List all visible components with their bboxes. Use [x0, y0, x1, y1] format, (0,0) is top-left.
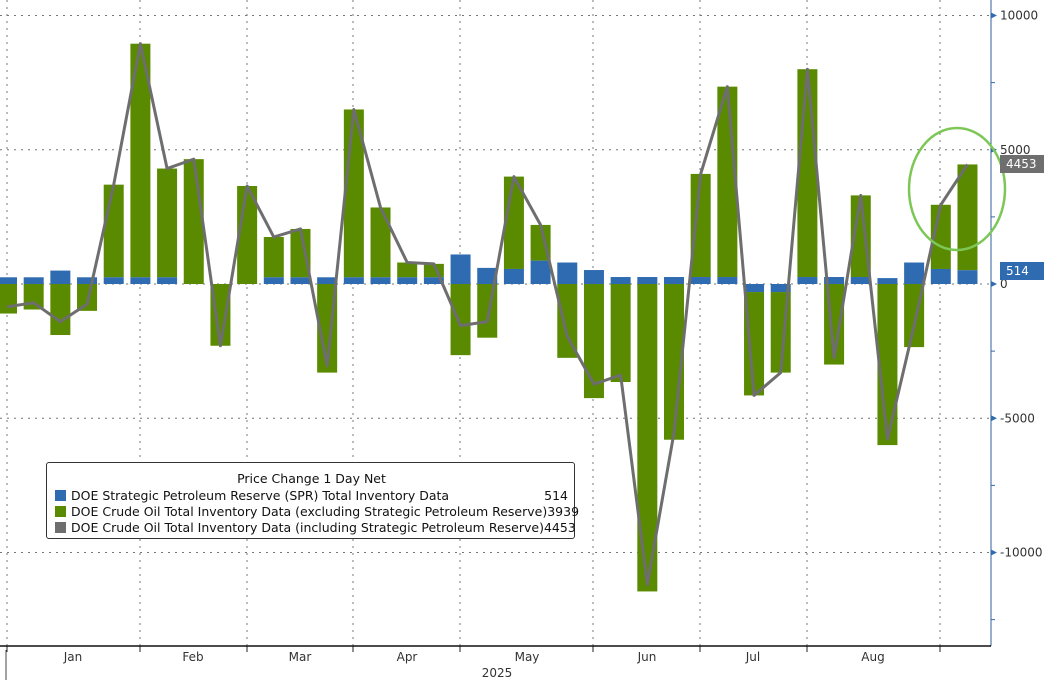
legend: Price Change 1 Day Net DOE Strategic Pet… — [46, 462, 579, 539]
crude-ex-spr-bar — [130, 43, 151, 278]
crude-ex-spr-swatch — [55, 505, 66, 517]
crude-ex-spr-bar — [450, 284, 471, 356]
crude-ex-spr-bar — [690, 173, 711, 278]
spr-bar — [290, 277, 311, 284]
spr-bar — [610, 277, 631, 284]
legend-item-spr: DOE Strategic Petroleum Reserve (SPR) To… — [55, 487, 568, 503]
x-tick-label: Aug — [861, 650, 884, 664]
crude-ex-spr-bar — [23, 284, 44, 310]
x-tick-label: Apr — [397, 650, 418, 664]
crude-ex-spr-bar — [0, 284, 17, 314]
crude-ex-spr-bar — [610, 284, 631, 383]
spr-bar — [850, 277, 871, 284]
legend-item-crude-ex-spr: DOE Crude Oil Total Inventory Data (excl… — [55, 503, 579, 519]
crude-ex-spr-bar — [50, 284, 71, 336]
spr-bar — [690, 277, 711, 284]
spr-bar — [717, 277, 738, 284]
crude-ex-spr-bar — [744, 292, 765, 396]
x-tick-label: Jul — [745, 650, 760, 664]
y-tick-mark — [991, 281, 997, 287]
legend-title: Price Change 1 Day Net — [237, 471, 386, 486]
legend-label: DOE Crude Oil Total Inventory Data (incl… — [71, 519, 544, 535]
spr-bar — [957, 270, 978, 284]
y-tick-label: -10000 — [1000, 546, 1043, 560]
spr-bar — [50, 270, 71, 284]
bars — [0, 43, 978, 592]
spr-bar — [370, 277, 391, 284]
spr-bar — [824, 277, 845, 284]
total-line — [6, 42, 969, 586]
crude-ex-spr-bar — [183, 159, 204, 284]
legend-label: DOE Crude Oil Total Inventory Data (excl… — [71, 503, 548, 519]
crude-ex-spr-bar — [797, 69, 818, 278]
spr-bar — [797, 277, 818, 284]
crude-ex-spr-bar — [210, 284, 231, 346]
x-tick-label: May — [515, 650, 540, 664]
spr-bar — [263, 277, 284, 284]
x-axis-year-label: 2025 — [482, 666, 513, 680]
legend-item-crude-incl-spr: DOE Crude Oil Total Inventory Data (incl… — [55, 519, 576, 535]
legend-label: DOE Strategic Petroleum Reserve (SPR) To… — [71, 487, 450, 503]
legend-value: 4453 — [543, 519, 576, 535]
spr-bar — [0, 277, 17, 284]
spr-bar — [103, 277, 124, 284]
crude-ex-spr-bar — [263, 237, 284, 278]
spr-bar — [423, 277, 444, 284]
crude-ex-spr-bar — [850, 195, 871, 278]
y-tick-mark — [991, 415, 997, 422]
y-tick-label: 10000 — [1000, 9, 1038, 23]
crude-ex-spr-bar — [637, 284, 658, 592]
crude-ex-spr-bar — [477, 284, 498, 338]
spr-bar — [744, 284, 765, 293]
crude-ex-spr-bar — [957, 164, 978, 271]
spr-bar — [877, 278, 898, 284]
spr-bar — [530, 260, 551, 284]
spr-bar — [477, 267, 498, 284]
spr-bar — [23, 277, 44, 284]
crude-ex-spr-bar — [290, 228, 311, 278]
crude-incl-spr-swatch — [55, 521, 66, 533]
x-tick-label: Jun — [637, 650, 657, 664]
total-value-tag: 4453 — [1000, 155, 1044, 173]
spr-bar — [664, 277, 684, 284]
spr-bar — [397, 277, 418, 284]
x-tick-label: Mar — [289, 650, 312, 664]
y-tick-label: -5000 — [1000, 411, 1035, 425]
crude-ex-spr-bar — [664, 284, 684, 440]
spr-bar — [770, 284, 791, 293]
x-tick-label: Feb — [182, 650, 203, 664]
x-tick-label: Jan — [63, 650, 83, 664]
spr-bar — [317, 277, 338, 284]
crude-ex-spr-bar — [583, 284, 604, 399]
y-tick-mark — [991, 12, 997, 19]
highlight-circle — [907, 126, 1007, 252]
legend-value: 3939 — [547, 503, 580, 519]
spr-bar — [130, 277, 151, 284]
crude-ex-spr-bar — [557, 284, 578, 358]
spr-swatch — [55, 489, 66, 501]
y-tick-label: 0 — [1000, 277, 1008, 291]
spr-bar — [904, 262, 925, 284]
y-tick-label: 5000 — [1000, 143, 1031, 157]
spr-bar — [157, 277, 178, 284]
spr-bar — [77, 277, 98, 284]
spr-bar — [583, 270, 604, 284]
spr-bar — [930, 268, 951, 284]
y-tick-mark — [991, 549, 997, 556]
spr-bar — [450, 254, 471, 284]
crude-ex-spr-bar — [397, 262, 418, 278]
crude-ex-spr-bar — [370, 207, 391, 278]
spr-bar — [503, 268, 524, 284]
crude-ex-spr-bar — [103, 184, 124, 278]
spr-bar — [343, 277, 364, 284]
spr-bar — [557, 262, 578, 284]
crude-ex-spr-bar — [157, 168, 178, 278]
spr-bar — [637, 277, 658, 284]
spr-value-tag: 514 — [1000, 262, 1044, 280]
legend-value: 514 — [544, 487, 568, 503]
